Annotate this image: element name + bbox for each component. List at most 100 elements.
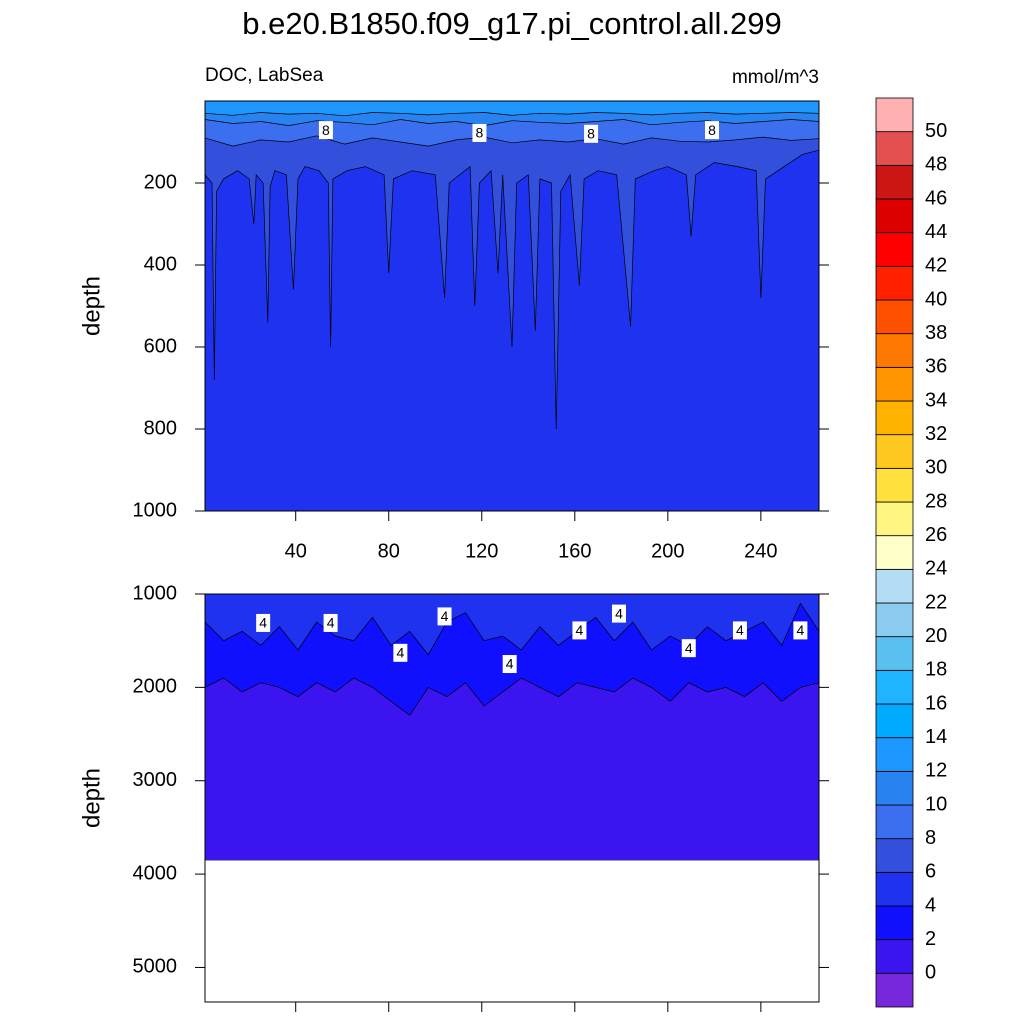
y-axis-title: depth	[78, 768, 105, 828]
colorbar-box	[875, 198, 914, 234]
colorbar-box	[875, 669, 914, 705]
contour-label: 4	[259, 615, 267, 631]
contour-label-box	[611, 604, 626, 623]
contour-label-box	[393, 643, 408, 662]
contour-line	[205, 677, 819, 716]
contour-fill	[205, 101, 819, 429]
y-tick-label: 4000	[133, 862, 178, 884]
colorbar-label: 22	[925, 591, 947, 613]
contour-label-box	[256, 613, 271, 632]
contour-label: 4	[796, 622, 804, 638]
contour-label: 4	[396, 645, 404, 661]
colorbar-label: 30	[925, 457, 947, 479]
contour-fill	[205, 101, 819, 116]
y-tick-label: 1000	[133, 582, 178, 604]
x-tick-label: 80	[378, 540, 400, 562]
colorbar-box	[875, 939, 914, 974]
colorbar-label: 20	[925, 625, 947, 647]
colorbar-box	[875, 333, 914, 368]
plot-frame	[204, 100, 820, 512]
colorbar-label: 6	[925, 861, 936, 883]
contour-label: 4	[506, 656, 514, 672]
contour-label-box	[437, 607, 452, 626]
y-tick-label: 200	[144, 171, 177, 193]
colorbar-label: 8	[925, 827, 936, 849]
y-tick-label: 600	[144, 335, 177, 357]
contour-label-box	[572, 621, 587, 640]
colorbar-box	[875, 232, 914, 267]
colorbar-label: 42	[925, 255, 947, 277]
colorbar-label: 32	[925, 423, 947, 445]
colorbar-box	[875, 131, 914, 166]
contour-label-box	[705, 121, 720, 140]
colorbar-box	[875, 636, 914, 671]
contour-label: 8	[476, 125, 484, 141]
contour-line	[205, 135, 819, 147]
colorbar-label: 46	[925, 187, 947, 209]
contour-label-box	[732, 621, 747, 640]
contour-line	[205, 602, 819, 656]
contour-label-box	[793, 621, 808, 640]
colorbar-label: 0	[925, 962, 936, 984]
contour-label-box	[584, 124, 599, 143]
colorbar-label: 12	[925, 760, 947, 782]
colorbar-box	[875, 467, 914, 503]
colorbar-box	[875, 568, 914, 604]
y-tick-label: 3000	[133, 769, 178, 791]
plot-frame	[204, 593, 820, 1003]
contour-label: 4	[327, 615, 335, 631]
colorbar-box	[875, 804, 914, 840]
colorbar-box	[875, 602, 914, 638]
x-tick-label: 160	[558, 540, 591, 562]
y-tick-label: 5000	[133, 956, 178, 978]
colorbar-label: 2	[925, 928, 936, 950]
y-tick-label: 1000	[133, 499, 178, 521]
colorbar-box	[875, 703, 914, 739]
colorbar-label: 26	[925, 524, 947, 546]
x-tick-label: 120	[465, 540, 498, 562]
contour-label: 4	[576, 622, 584, 638]
colorbar-box	[875, 770, 914, 806]
x-tick-label: 240	[744, 540, 777, 562]
x-tick-label: 200	[651, 540, 684, 562]
plot-area: 4 4 4 4 4 4 4 4 4 4	[205, 594, 819, 861]
left-subtitle: DOC, LabSea	[205, 65, 324, 86]
contour-label: 8	[322, 122, 330, 138]
colorbar-box	[875, 905, 914, 941]
colorbar-label: 16	[925, 692, 947, 714]
contour-label-box	[323, 613, 338, 632]
colorbar-box	[875, 97, 914, 133]
colorbar-box	[875, 501, 914, 537]
contour-label: 4	[441, 608, 449, 624]
colorbar-box	[875, 164, 914, 200]
colorbar-label: 44	[925, 221, 947, 243]
contour-label: 4	[736, 622, 744, 638]
y-tick-label: 2000	[133, 676, 178, 698]
contour-line	[205, 149, 819, 430]
colorbar-label: 4	[925, 894, 936, 916]
colorbar-label: 48	[925, 154, 947, 176]
colorbar-label: 28	[925, 490, 947, 512]
colorbar-label: 24	[925, 558, 947, 580]
colorbar-label: 14	[925, 726, 947, 748]
colorbar-label: 36	[925, 356, 947, 378]
y-tick-label: 400	[144, 253, 177, 275]
contour-label-box	[472, 123, 487, 142]
x-tick-label: 40	[285, 540, 307, 562]
contour-label-box	[681, 639, 696, 658]
plot-area: 8 8 8 8	[205, 101, 819, 511]
colorbar-box	[875, 737, 914, 772]
y-tick-label: 800	[144, 417, 177, 439]
contour-label-box	[502, 655, 517, 674]
colorbar-label: 18	[925, 659, 947, 681]
colorbar-label: 38	[925, 322, 947, 344]
colorbar-box	[875, 871, 914, 907]
colorbar-box	[875, 838, 914, 873]
colorbar-box	[875, 366, 914, 402]
contour-label: 8	[587, 126, 595, 142]
colorbar-box	[875, 535, 914, 570]
contour-fill	[205, 678, 819, 861]
chart-title: b.e20.B1850.f09_g17.pi_control.all.299	[242, 6, 782, 41]
